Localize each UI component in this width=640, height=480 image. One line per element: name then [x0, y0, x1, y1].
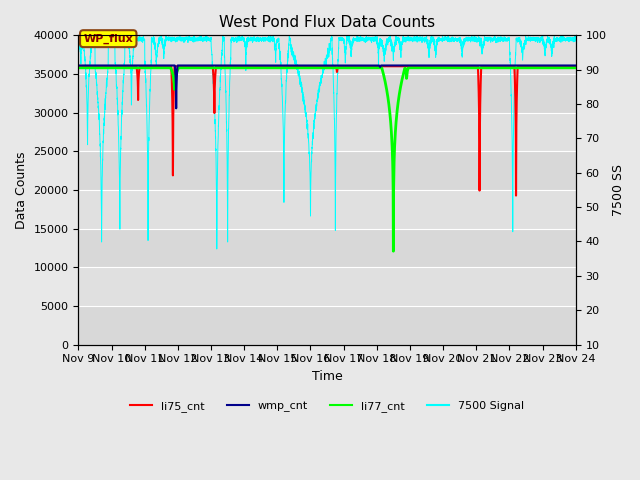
Bar	[79, 190, 576, 228]
Y-axis label: Data Counts: Data Counts	[15, 151, 28, 228]
Bar	[79, 36, 576, 74]
Bar	[79, 113, 576, 151]
Title: West Pond Flux Data Counts: West Pond Flux Data Counts	[219, 15, 435, 30]
Text: WP_flux: WP_flux	[83, 34, 133, 44]
Bar	[79, 151, 576, 190]
Bar	[79, 228, 576, 267]
X-axis label: Time: Time	[312, 370, 342, 383]
Bar	[79, 267, 576, 306]
Legend: li75_cnt, wmp_cnt, li77_cnt, 7500 Signal: li75_cnt, wmp_cnt, li77_cnt, 7500 Signal	[125, 396, 529, 416]
Bar	[79, 306, 576, 345]
Y-axis label: 7500 SS: 7500 SS	[612, 164, 625, 216]
Bar	[79, 74, 576, 113]
